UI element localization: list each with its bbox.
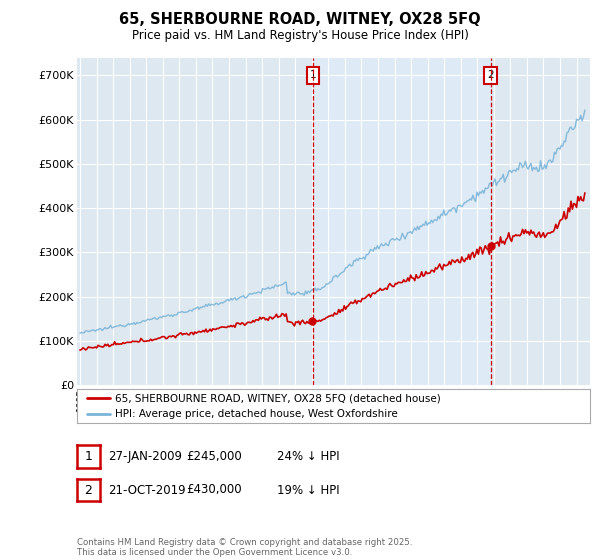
Text: HPI: Average price, detached house, West Oxfordshire: HPI: Average price, detached house, West… — [115, 409, 398, 419]
Text: 1: 1 — [310, 71, 316, 81]
Text: 27-JAN-2009: 27-JAN-2009 — [109, 450, 182, 463]
Text: £430,000: £430,000 — [187, 483, 242, 497]
Text: 2: 2 — [487, 71, 494, 81]
Text: 65, SHERBOURNE ROAD, WITNEY, OX28 5FQ: 65, SHERBOURNE ROAD, WITNEY, OX28 5FQ — [119, 12, 481, 27]
Text: £245,000: £245,000 — [187, 450, 242, 463]
Text: 2: 2 — [84, 483, 92, 497]
Text: 1: 1 — [84, 450, 92, 463]
Text: 21-OCT-2019: 21-OCT-2019 — [109, 483, 186, 497]
Text: Price paid vs. HM Land Registry's House Price Index (HPI): Price paid vs. HM Land Registry's House … — [131, 29, 469, 42]
Text: 65, SHERBOURNE ROAD, WITNEY, OX28 5FQ (detached house): 65, SHERBOURNE ROAD, WITNEY, OX28 5FQ (d… — [115, 393, 441, 403]
Text: 19% ↓ HPI: 19% ↓ HPI — [277, 483, 339, 497]
Text: 24% ↓ HPI: 24% ↓ HPI — [277, 450, 339, 463]
Text: Contains HM Land Registry data © Crown copyright and database right 2025.
This d: Contains HM Land Registry data © Crown c… — [77, 538, 412, 557]
Bar — [313, 58, 491, 385]
